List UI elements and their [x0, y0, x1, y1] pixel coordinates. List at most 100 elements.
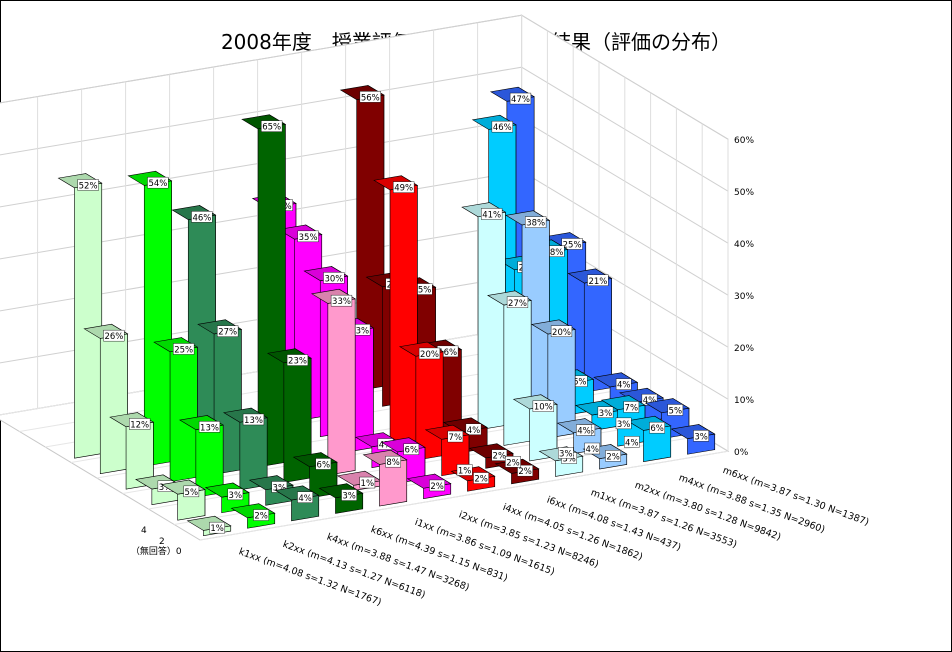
data-label: 1%	[361, 479, 375, 489]
data-label-box	[147, 176, 169, 189]
data-label-box	[173, 343, 195, 355]
data-label-box	[297, 491, 313, 503]
data-label-box	[297, 230, 319, 243]
data-label-box	[183, 485, 200, 498]
data-label-box	[623, 401, 640, 413]
bar	[389, 185, 418, 446]
y-tick-label: 50%	[734, 188, 754, 198]
data-label-box	[447, 430, 464, 443]
data-label: 25%	[412, 286, 431, 296]
data-label-box	[525, 216, 547, 228]
data-label-box	[615, 378, 632, 390]
data-label: 6%	[573, 378, 587, 388]
data-label: 49%	[394, 184, 413, 194]
data-label-box	[429, 479, 445, 492]
data-label: 3%	[159, 483, 173, 493]
data-label: 47%	[511, 95, 530, 105]
data-label: 4%	[298, 494, 312, 504]
data-label-box	[253, 509, 269, 521]
data-label: 12%	[130, 420, 149, 430]
data-label: 2%	[254, 512, 268, 522]
data-label-box	[491, 449, 508, 461]
data-label: 6%	[650, 424, 664, 434]
data-label: 3%	[694, 432, 708, 442]
data-label: 25%	[174, 345, 193, 355]
data-label-box	[550, 325, 573, 337]
data-label: 4%	[379, 441, 393, 451]
data-label: 1%	[210, 524, 224, 534]
bar	[74, 182, 103, 459]
data-label-box	[227, 488, 244, 501]
data-label: 7%	[625, 403, 639, 413]
extra-label-box	[584, 442, 600, 455]
extra-label-box	[456, 464, 473, 476]
depth-label: （無回答）0	[131, 545, 182, 557]
data-label: 30%	[324, 274, 343, 284]
extra-label-box	[558, 447, 574, 459]
data-label: 6%	[405, 446, 419, 456]
data-label-box	[77, 179, 99, 191]
data-label-box	[217, 325, 239, 337]
bar	[169, 346, 198, 483]
data-label-box	[667, 404, 684, 416]
y-tick-label: 10%	[734, 396, 754, 406]
data-label-box	[359, 476, 376, 489]
extra-label: 4%	[577, 427, 591, 437]
data-label: 23%	[288, 357, 307, 367]
data-label-box	[693, 430, 709, 442]
data-label: 5%	[185, 488, 199, 498]
data-label: 46%	[192, 213, 211, 223]
extra-label: 1%	[458, 466, 472, 476]
data-label: 65%	[262, 123, 281, 133]
depth-label: 2	[159, 537, 165, 547]
data-label: 7%	[449, 433, 463, 443]
data-label-box	[491, 120, 513, 133]
data-label: 3%	[342, 492, 356, 502]
data-label: 13%	[244, 416, 263, 426]
data-label-box	[198, 421, 221, 433]
data-label: 6%	[317, 460, 331, 470]
data-label: 54%	[148, 179, 167, 189]
data-label: 46%	[493, 123, 512, 133]
data-label: 25%	[563, 240, 582, 250]
extra-label: 4%	[585, 445, 599, 455]
extra-label: 4%	[625, 438, 639, 448]
y-tick-label: 20%	[734, 344, 754, 354]
data-label-box	[517, 464, 533, 477]
data-label: 2%	[430, 482, 444, 492]
data-label: 41%	[482, 210, 501, 220]
extra-label: 3%	[617, 420, 631, 430]
bar	[99, 333, 128, 475]
data-label-box	[359, 91, 381, 103]
data-label: 2%	[606, 452, 620, 462]
data-label-box	[261, 120, 283, 132]
data-label-box	[103, 329, 125, 342]
data-label: 56%	[361, 93, 380, 103]
bar	[415, 351, 444, 461]
data-label: 10%	[534, 403, 553, 413]
data-label-box	[597, 406, 614, 418]
data-label-box	[286, 354, 309, 366]
y-tick-label: 30%	[734, 292, 754, 302]
data-label-box	[587, 274, 609, 286]
data-label-box	[242, 413, 265, 426]
data-label: 4%	[617, 381, 631, 391]
data-label: 3%	[599, 409, 613, 419]
data-label: 20%	[552, 328, 571, 338]
data-label-box	[473, 472, 489, 484]
data-label-box	[385, 455, 401, 468]
extra-label: 2%	[506, 458, 520, 468]
data-label: 52%	[79, 181, 98, 191]
data-label-box	[465, 423, 482, 435]
data-label-box	[481, 208, 503, 220]
data-label: 33%	[332, 297, 351, 307]
data-label: 23%	[350, 326, 369, 336]
data-label-box	[506, 296, 529, 308]
data-label: 35%	[299, 233, 318, 243]
data-label: 21%	[588, 277, 607, 287]
data-label: 27%	[218, 328, 237, 338]
data-label: 27%	[508, 299, 527, 309]
data-label: 4%	[643, 396, 657, 406]
extra-label-box	[576, 424, 592, 436]
